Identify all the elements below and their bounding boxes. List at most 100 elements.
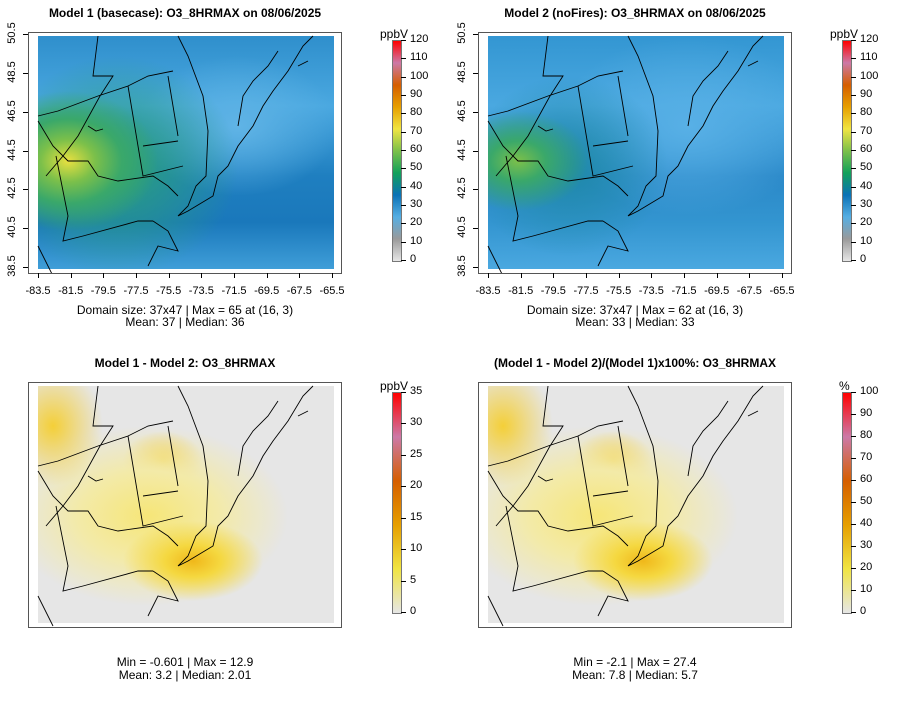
x-tick-mark bbox=[520, 273, 522, 278]
colorbar-tick-label: 10 bbox=[410, 234, 423, 247]
colorbar-tick-label: 20 bbox=[860, 216, 873, 229]
y-tick-mark bbox=[23, 72, 28, 74]
colorbar-tick bbox=[401, 392, 406, 393]
colorbar-tick-label: 35 bbox=[410, 385, 423, 397]
colorbar-tick bbox=[401, 113, 406, 115]
colorbar-tick-label: 10 bbox=[860, 583, 873, 595]
colorbar-tick-label: 30 bbox=[860, 539, 873, 551]
colorbar-tick bbox=[401, 580, 406, 582]
x-tick-mark bbox=[553, 273, 555, 278]
x-tick-mark bbox=[782, 273, 783, 278]
colorbar-tick-label: 30 bbox=[410, 198, 423, 210]
colorbar-tick bbox=[401, 241, 406, 243]
colorbar-tick bbox=[401, 486, 406, 488]
colorbar-tick bbox=[851, 502, 856, 503]
x-tick-label: -79.5 bbox=[540, 285, 566, 297]
colorbar-tick-label: 90 bbox=[410, 88, 423, 100]
x-tick-mark bbox=[684, 273, 685, 278]
colorbar-tick bbox=[401, 612, 406, 613]
colorbar-tick-label: 10 bbox=[860, 234, 873, 247]
x-tick-label: -71.5 bbox=[221, 285, 247, 297]
x-tick-mark bbox=[266, 273, 268, 278]
colorbar-tick bbox=[851, 568, 856, 569]
colorbar-unit: ppbV bbox=[830, 27, 859, 41]
colorbar bbox=[392, 40, 402, 262]
x-tick-mark bbox=[70, 273, 72, 278]
colorbar-unit: ppbV bbox=[380, 379, 409, 393]
colorbar-tick-label: 60 bbox=[410, 143, 423, 155]
colorbar-tick-label: 80 bbox=[410, 106, 423, 119]
colorbar-tick-label: 70 bbox=[410, 124, 423, 137]
x-tick-label: -77.5 bbox=[123, 285, 149, 297]
y-tick-label: 44.5 bbox=[456, 138, 468, 161]
colorbar-tick bbox=[401, 40, 406, 41]
x-tick-mark bbox=[201, 273, 203, 278]
colorbar-tick-label: 25 bbox=[410, 447, 423, 460]
colorbar-tick-label: 50 bbox=[410, 161, 423, 174]
colorbar-tick bbox=[851, 436, 856, 437]
x-tick-mark bbox=[38, 273, 39, 278]
colorbar-tick-label: 100 bbox=[410, 69, 429, 82]
colorbar-tick bbox=[401, 454, 406, 456]
colorbar-tick-label: 0 bbox=[860, 253, 867, 265]
map-plot-area bbox=[28, 382, 342, 628]
colorbar-tick bbox=[851, 76, 856, 78]
colorbar-tick-label: 40 bbox=[860, 517, 873, 529]
colorbar-tick-label: 0 bbox=[410, 605, 417, 617]
y-tick-label: 40.5 bbox=[6, 216, 18, 238]
y-tick-label: 50.5 bbox=[6, 22, 18, 44]
colorbar-tick-label: 80 bbox=[860, 429, 873, 441]
x-tick-label: -83.5 bbox=[475, 285, 501, 297]
y-tick-mark bbox=[473, 189, 478, 191]
y-tick-mark bbox=[23, 111, 28, 113]
x-tick-label: -81.5 bbox=[508, 285, 534, 297]
x-tick-label: -79.5 bbox=[90, 285, 116, 297]
y-tick-mark bbox=[473, 228, 478, 230]
y-tick-mark bbox=[23, 34, 28, 35]
colorbar-tick bbox=[401, 58, 406, 60]
stats-caption: Min = -0.601 | Max = 12.9 bbox=[116, 655, 254, 669]
x-tick-label: -69.5 bbox=[254, 285, 280, 297]
x-tick-label: -69.5 bbox=[704, 285, 730, 297]
x-tick-label: -77.5 bbox=[573, 285, 599, 297]
colorbar bbox=[842, 40, 852, 262]
colorbar-tick-label: 20 bbox=[860, 561, 873, 573]
colorbar-unit: % bbox=[839, 379, 850, 393]
y-tick-label: 42.5 bbox=[6, 177, 18, 200]
colorbar-tick bbox=[851, 458, 856, 459]
colorbar-tick-label: 0 bbox=[860, 605, 867, 617]
colorbar-tick bbox=[401, 205, 406, 206]
colorbar-tick bbox=[851, 113, 856, 115]
map-panel-4: (Model 1 - Model 2)/(Model 1)x100%: O3_8… bbox=[450, 350, 900, 703]
colorbar-tick-label: 30 bbox=[860, 198, 873, 210]
colorbar-tick-label: 70 bbox=[860, 451, 873, 463]
colorbar-tick-label: 5 bbox=[410, 573, 417, 586]
x-tick-mark bbox=[586, 273, 587, 278]
colorbar-tick bbox=[401, 260, 406, 261]
x-tick-label: -83.5 bbox=[25, 285, 51, 297]
stats-caption: Domain size: 37x47 | Max = 62 at (16, 3) bbox=[526, 303, 744, 317]
y-tick-mark bbox=[473, 72, 478, 74]
y-tick-label: 46.5 bbox=[456, 99, 468, 122]
colorbar-tick bbox=[851, 131, 856, 133]
map-panel-3: Model 1 - Model 2: O3_8HRMAX ppbV 0 5 10 15… bbox=[0, 350, 450, 703]
colorbar-tick-label: 30 bbox=[410, 416, 423, 429]
y-tick-mark bbox=[23, 228, 28, 230]
y-tick-label: 46.5 bbox=[6, 99, 18, 122]
colorbar bbox=[842, 392, 852, 614]
y-tick-label: 50.5 bbox=[456, 22, 468, 44]
colorbar-tick bbox=[851, 480, 856, 481]
colorbar-tick-label: 60 bbox=[860, 473, 873, 485]
y-tick-mark bbox=[23, 189, 28, 191]
y-tick-label: 38.5 bbox=[456, 255, 468, 277]
colorbar-tick bbox=[851, 590, 856, 591]
coastline-boundaries bbox=[37, 35, 314, 273]
colorbar-tick bbox=[401, 95, 406, 96]
coastline-boundaries bbox=[487, 385, 764, 627]
colorbar-tick bbox=[401, 549, 406, 551]
x-tick-label: -75.5 bbox=[606, 285, 632, 297]
colorbar-tick-label: 20 bbox=[410, 479, 423, 492]
colorbar-tick-label: 100 bbox=[860, 69, 879, 82]
y-tick-label: 38.5 bbox=[6, 255, 18, 277]
